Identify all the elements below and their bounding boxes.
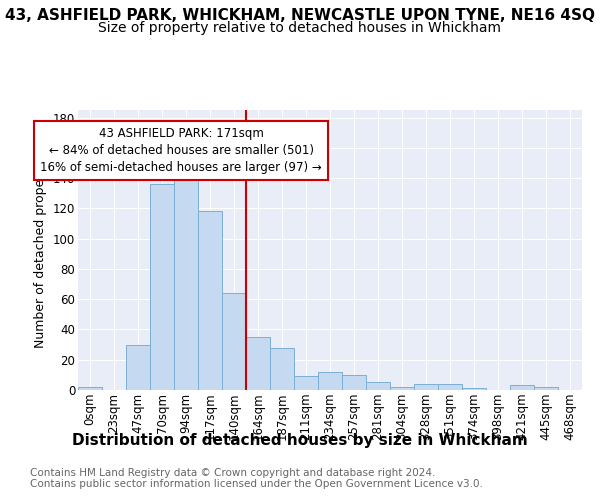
- Bar: [510, 386, 534, 390]
- Bar: [174, 176, 198, 390]
- Text: Contains HM Land Registry data © Crown copyright and database right 2024.
Contai: Contains HM Land Registry data © Crown c…: [30, 468, 483, 489]
- Text: Size of property relative to detached houses in Whickham: Size of property relative to detached ho…: [98, 21, 502, 35]
- Bar: [294, 376, 318, 390]
- Bar: [78, 387, 102, 390]
- Bar: [270, 348, 294, 390]
- Y-axis label: Number of detached properties: Number of detached properties: [34, 152, 47, 348]
- Bar: [414, 384, 438, 390]
- Bar: [342, 375, 366, 390]
- Bar: [222, 293, 246, 390]
- Text: 43 ASHFIELD PARK: 171sqm
← 84% of detached houses are smaller (501)
16% of semi-: 43 ASHFIELD PARK: 171sqm ← 84% of detach…: [40, 126, 322, 174]
- Bar: [390, 387, 414, 390]
- Bar: [126, 344, 150, 390]
- Bar: [462, 388, 486, 390]
- Bar: [246, 337, 270, 390]
- Bar: [366, 382, 390, 390]
- Text: 43, ASHFIELD PARK, WHICKHAM, NEWCASTLE UPON TYNE, NE16 4SQ: 43, ASHFIELD PARK, WHICKHAM, NEWCASTLE U…: [5, 8, 595, 22]
- Bar: [438, 384, 462, 390]
- Bar: [198, 212, 222, 390]
- Bar: [318, 372, 342, 390]
- Text: Distribution of detached houses by size in Whickham: Distribution of detached houses by size …: [72, 432, 528, 448]
- Bar: [534, 387, 558, 390]
- Bar: [150, 184, 174, 390]
